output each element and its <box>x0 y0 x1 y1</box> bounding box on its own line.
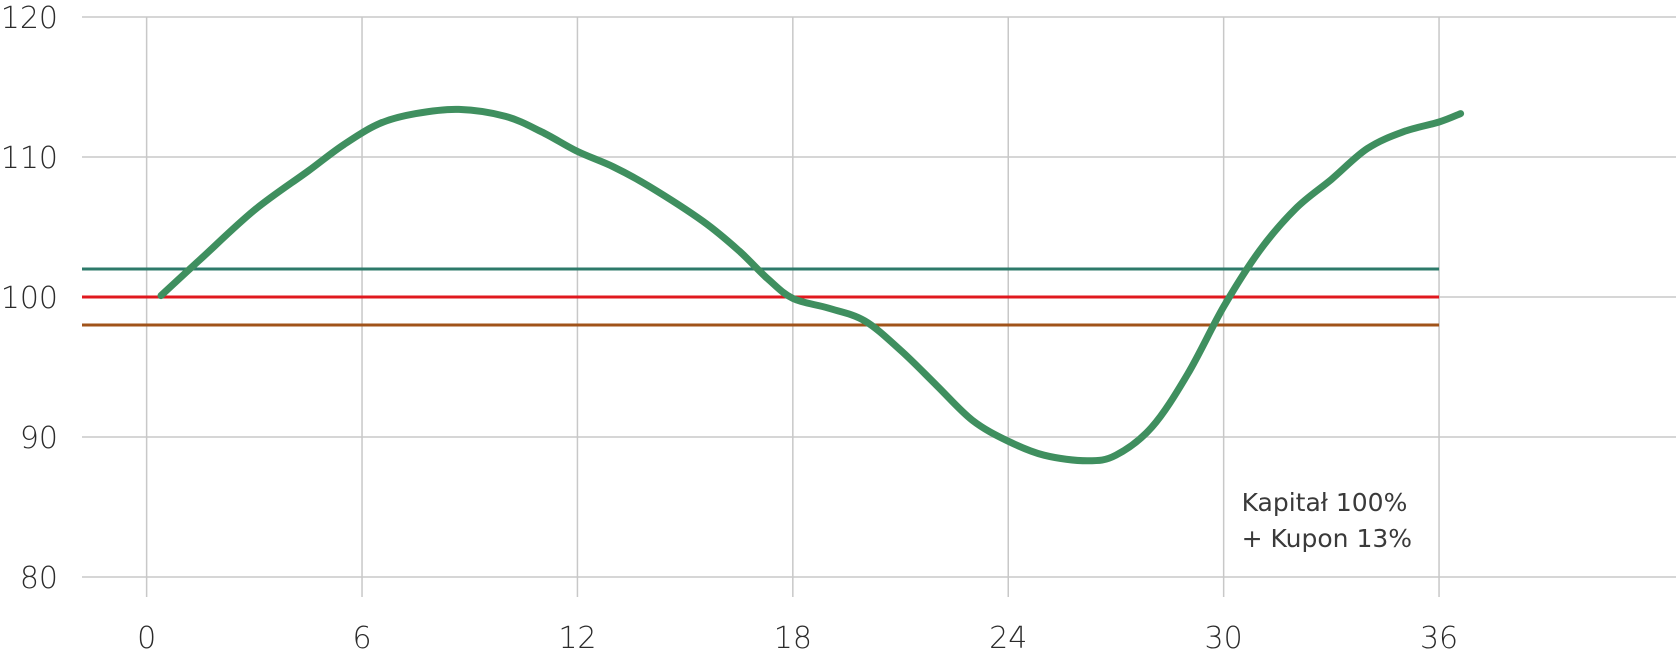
x-tick-label: 12 <box>558 621 596 656</box>
series-line-0 <box>157 105 1465 465</box>
y-tick-label: 90 <box>20 421 58 456</box>
x-tick-label: 36 <box>1420 621 1458 656</box>
reference-lines <box>82 267 1440 327</box>
x-tick-label: 24 <box>989 621 1027 656</box>
x-axis-ticks: 0 6 12 18 24 30 36 <box>137 621 1458 656</box>
annotation-line-1: Kapitał 100% <box>1242 488 1408 517</box>
y-tick-label: 100 <box>1 281 58 316</box>
y-tick-label: 120 <box>1 1 58 36</box>
annotation: Kapitał 100% + Kupon 13% <box>1242 488 1412 553</box>
x-tick-label: 0 <box>137 621 156 656</box>
annotation-line-2: + Kupon 13% <box>1242 524 1412 553</box>
y-axis-ticks: 80 90 100 110 120 <box>1 1 58 596</box>
x-tick-label: 6 <box>352 621 371 656</box>
y-tick-label: 110 <box>1 141 58 176</box>
y-tick-label: 80 <box>20 561 58 596</box>
x-tick-label: 30 <box>1205 621 1243 656</box>
grid <box>82 16 1676 597</box>
series <box>157 105 1465 465</box>
x-tick-label: 18 <box>774 621 812 656</box>
